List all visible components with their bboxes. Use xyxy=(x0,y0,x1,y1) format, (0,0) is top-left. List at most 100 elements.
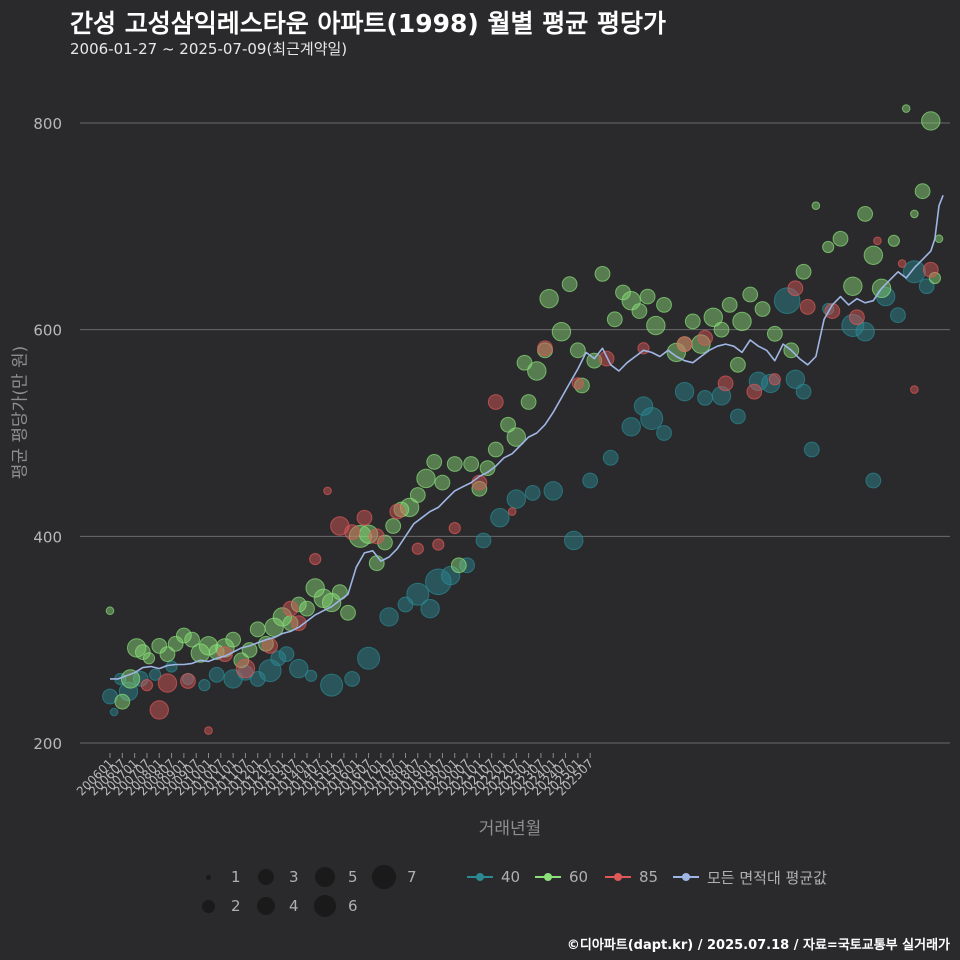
data-point-40 xyxy=(640,407,664,431)
data-point-85 xyxy=(787,280,804,297)
data-point-60 xyxy=(684,313,701,330)
data-point-60 xyxy=(134,644,151,660)
legend-size-label: 7 xyxy=(407,868,417,886)
data-point-60 xyxy=(914,183,931,200)
data-point-85 xyxy=(507,507,517,516)
legend-series-average: 모든 면적대 평균값 xyxy=(673,865,827,889)
legend-size-label: 3 xyxy=(289,868,299,886)
data-point-60 xyxy=(305,578,325,598)
data-point-60 xyxy=(934,234,944,244)
data-point-40 xyxy=(621,417,641,437)
data-point-85 xyxy=(309,552,322,566)
legend-marker xyxy=(544,873,552,881)
data-point-40 xyxy=(674,381,695,402)
data-point-60 xyxy=(463,456,480,472)
data-point-60 xyxy=(264,617,284,637)
data-point-40 xyxy=(730,408,746,425)
data-point-60 xyxy=(795,263,812,280)
data-point-40 xyxy=(865,472,882,489)
data-point-60 xyxy=(506,427,526,447)
data-point-40 xyxy=(785,369,806,389)
data-point-85 xyxy=(849,309,865,326)
data-point-85 xyxy=(571,377,584,390)
data-point-85 xyxy=(282,600,299,617)
data-point-40 xyxy=(379,607,399,627)
chart-legend: 1 2 3 4 5 6 7 40 60 85 모든 면적대 평균값 xyxy=(195,865,855,925)
data-point-60 xyxy=(713,321,730,338)
data-point-60 xyxy=(901,104,911,113)
data-point-60 xyxy=(487,441,504,458)
data-point-40 xyxy=(425,568,452,596)
data-point-40 xyxy=(304,669,318,682)
data-point-85 xyxy=(637,342,650,355)
data-point-85 xyxy=(897,259,907,268)
data-point-60 xyxy=(656,296,672,313)
legend-size-3: 3 xyxy=(253,865,299,889)
data-point-85 xyxy=(922,261,939,278)
data-point-60 xyxy=(368,555,385,572)
data-point-40 xyxy=(918,278,935,295)
data-point-60 xyxy=(105,606,115,616)
data-point-40 xyxy=(249,671,266,687)
data-point-60 xyxy=(887,234,900,247)
data-point-60 xyxy=(703,307,723,327)
legend-size-dot xyxy=(258,869,274,885)
legend-series-85: 85 xyxy=(605,865,658,889)
data-point-40 xyxy=(490,508,510,528)
data-point-85 xyxy=(411,542,424,555)
data-point-60 xyxy=(215,638,235,658)
legend-size-label: 4 xyxy=(289,897,299,915)
data-point-60 xyxy=(184,631,200,648)
data-point-85 xyxy=(432,538,445,551)
data-point-85 xyxy=(448,521,461,535)
legend-marker xyxy=(476,873,484,881)
data-point-85 xyxy=(149,700,169,720)
data-point-40 xyxy=(109,707,119,717)
chart-title: 간성 고성삼익레스타운 아파트(1998) 월별 평균 평당가 xyxy=(70,9,666,38)
data-point-40 xyxy=(543,481,563,501)
data-point-60 xyxy=(832,230,849,247)
data-point-60 xyxy=(527,361,547,381)
data-point-60 xyxy=(631,303,648,319)
data-point-85 xyxy=(180,673,196,689)
data-point-85 xyxy=(157,673,178,693)
data-point-60 xyxy=(928,271,942,285)
data-point-85 xyxy=(344,524,361,541)
data-point-60 xyxy=(863,245,884,265)
data-point-85 xyxy=(717,375,734,392)
legend-size-dot xyxy=(372,865,396,889)
data-point-60 xyxy=(732,311,752,332)
data-point-60 xyxy=(175,627,192,644)
legend-series-label: 40 xyxy=(501,868,521,886)
data-point-60 xyxy=(225,631,242,648)
data-point-85 xyxy=(290,615,307,632)
legend-size-dot xyxy=(257,897,275,915)
data-point-60 xyxy=(198,636,219,656)
data-point-60 xyxy=(409,487,426,503)
data-point-40 xyxy=(237,664,254,681)
data-point-60 xyxy=(241,642,258,658)
data-point-60 xyxy=(539,288,559,309)
data-point-60 xyxy=(249,621,266,638)
data-point-60 xyxy=(446,456,463,472)
legend-size-dot xyxy=(315,867,335,887)
legend-size-dot xyxy=(205,874,211,880)
data-point-60 xyxy=(151,637,168,654)
data-point-40 xyxy=(795,383,812,400)
data-point-40 xyxy=(524,485,541,501)
data-point-40 xyxy=(165,660,178,673)
legend-series-label: 85 xyxy=(639,868,659,886)
data-point-60 xyxy=(857,206,874,222)
data-point-60 xyxy=(299,600,315,617)
y-tick-label: 600 xyxy=(33,322,62,340)
data-point-60 xyxy=(450,557,467,574)
data-point-85 xyxy=(323,486,332,496)
data-point-40 xyxy=(270,650,287,667)
y-tick-label: 800 xyxy=(33,115,62,133)
data-point-85 xyxy=(204,726,213,735)
data-point-85 xyxy=(389,503,406,520)
data-point-40 xyxy=(902,260,926,284)
data-point-60 xyxy=(910,209,919,219)
data-point-85 xyxy=(746,383,763,400)
